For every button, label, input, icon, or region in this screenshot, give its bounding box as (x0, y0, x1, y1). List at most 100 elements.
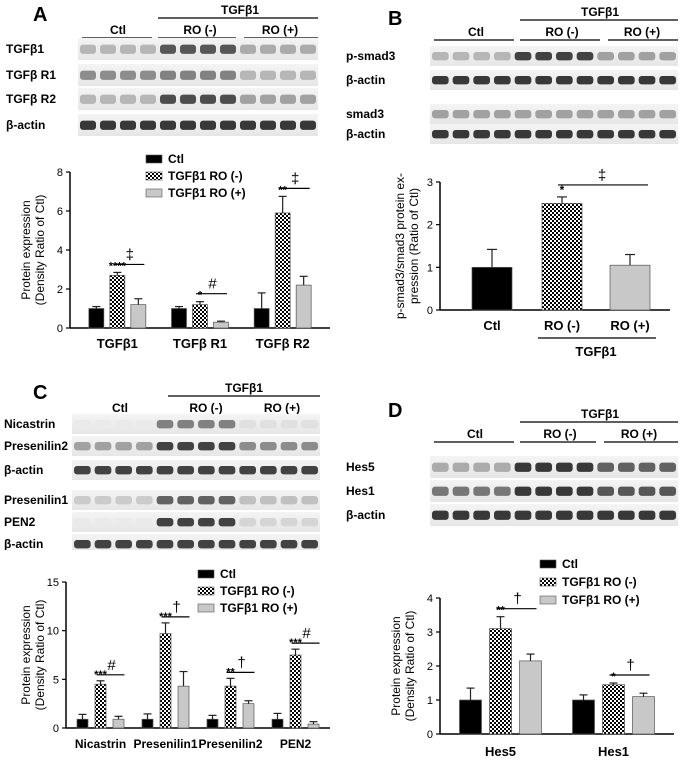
blot-band (556, 130, 573, 139)
blot-band (494, 510, 511, 520)
blot-row-label: β-actin (346, 127, 385, 141)
treatment-label: TGFβ1 (225, 381, 263, 395)
blot-strip (430, 480, 678, 502)
blot-band (659, 510, 676, 520)
blot-band (74, 518, 91, 527)
y-tick-label: 2 (427, 661, 433, 673)
blot-band (576, 510, 594, 520)
blot-band (74, 466, 91, 475)
y-tick-label: 8 (57, 167, 63, 179)
blot-strip (430, 70, 678, 90)
blot-band (556, 462, 573, 472)
blot-band (576, 52, 594, 61)
y-tick-label: 1 (427, 262, 433, 274)
y-tick-label: 0 (57, 323, 63, 335)
blot-band (120, 70, 136, 80)
y-axis-label: Protein expression (389, 616, 403, 715)
blot-band (177, 518, 194, 527)
blot-row-label: TGFβ R2 (6, 92, 56, 106)
bar (632, 696, 655, 735)
blot-band (638, 462, 656, 472)
blot-band (136, 540, 153, 549)
bar (274, 212, 291, 329)
blot-band (177, 442, 194, 451)
western-blot-d: TGFβ1 Ctl RO (-) RO (+) Hes5 Hes1 β-actin (346, 407, 678, 526)
blot-band (198, 540, 215, 549)
blot-band (494, 130, 511, 139)
y-axis-label: Protein expression (19, 200, 33, 299)
blot-band (300, 44, 316, 54)
blot-band (535, 462, 552, 472)
blot-band (177, 466, 194, 475)
blot-band (535, 130, 552, 139)
blot-band (260, 442, 277, 451)
blot-strip (72, 512, 320, 532)
significance-stars: ** (496, 605, 505, 617)
bar (76, 718, 89, 729)
blot-band (239, 496, 256, 505)
blot-band (120, 44, 136, 54)
panel-label-a: A (33, 4, 48, 26)
blot-band (240, 44, 256, 54)
y-tick-label: 10 (47, 626, 59, 638)
bar (289, 654, 302, 729)
blot-band (220, 44, 236, 54)
blot-band (535, 510, 552, 520)
blot-band (94, 518, 112, 527)
blot-band (260, 44, 276, 54)
bar (307, 723, 320, 729)
blot-band (556, 486, 573, 496)
blot-band (576, 130, 594, 139)
significance-stars: * (560, 183, 565, 197)
blot-band (100, 44, 116, 54)
blot-band (494, 76, 511, 85)
blot-band (300, 94, 316, 104)
blot-strip (72, 490, 320, 510)
blot-band (115, 518, 132, 527)
blot-band (514, 130, 532, 139)
blot-band (198, 518, 215, 527)
blot-band (535, 52, 552, 61)
blot-row-label: PEN2 (4, 515, 36, 529)
blot-band (240, 70, 256, 80)
blot-band (160, 70, 176, 80)
blot-band (535, 110, 552, 119)
blot-row-label: Nicastrin (4, 417, 55, 431)
x-category-label: Ctl (483, 318, 500, 333)
y-axis-label: (Density Ratio of Ctl) (33, 600, 47, 711)
blot-band (618, 510, 635, 520)
control-label: Ctl (110, 23, 126, 37)
y-tick-label: 3 (427, 627, 433, 639)
blot-strip (72, 436, 320, 456)
blot-band (115, 540, 132, 549)
bar (109, 275, 126, 329)
blot-band (260, 94, 276, 104)
blot-band (198, 466, 215, 475)
y-tick-label: 0 (53, 723, 59, 735)
blot-strip (430, 456, 678, 478)
legend-swatch (145, 171, 163, 181)
significance-stars: * (198, 290, 203, 302)
blot-band (638, 110, 656, 119)
comparison-symbol: ‡ (126, 246, 134, 263)
blot-band (156, 442, 174, 451)
y-tick-label: 4 (427, 593, 433, 605)
blot-band (156, 518, 174, 527)
blot-band (280, 70, 296, 80)
blot-band (94, 540, 112, 549)
blot-band (514, 486, 532, 496)
x-category-label: TGFβ R2 (256, 336, 310, 351)
blot-band (100, 120, 116, 130)
blot-band (94, 442, 112, 451)
x-category-label: Nicastrin (75, 737, 126, 751)
blot-band (94, 496, 112, 505)
bar-chart-b: 0 1 2 3 p-smad3/smad3 protein ex-pression (R… (393, 167, 670, 359)
blot-band (514, 510, 532, 520)
blot-band (239, 420, 256, 429)
blot-strip (72, 414, 320, 434)
blot-band (120, 120, 136, 130)
western-blot-c: TGFβ1 Ctl RO (-) RO (+) Nicastrin Presenilin2… (4, 381, 320, 550)
bar (271, 718, 284, 729)
blot-band (432, 76, 449, 85)
comparison-symbol: ‡ (291, 170, 299, 187)
